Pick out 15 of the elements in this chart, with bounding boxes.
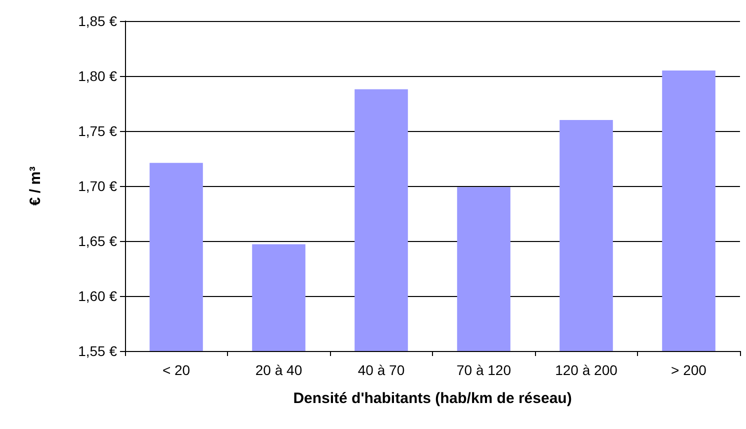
x-tick-label: 20 à 40 <box>255 362 302 378</box>
x-tick-label: 70 à 120 <box>456 362 512 378</box>
x-tick-label: > 200 <box>671 362 707 378</box>
y-tick-label: 1,85 € <box>78 13 118 29</box>
x-tick-label: 40 à 70 <box>358 362 405 378</box>
y-tick-label: 1,60 € <box>78 288 118 304</box>
y-tick-label: 1,70 € <box>78 178 118 194</box>
y-tick-label: 1,80 € <box>78 68 118 84</box>
x-tick-label: < 20 <box>162 362 190 378</box>
y-tick-label: 1,55 € <box>78 343 118 359</box>
x-tick-label: 120 à 200 <box>555 362 618 378</box>
y-tick-label: 1,75 € <box>78 123 118 139</box>
x-axis-title: Densité d'habitants (hab/km de réseau) <box>293 390 572 407</box>
y-axis-title: € / m³ <box>27 166 44 206</box>
y-tick-label: 1,65 € <box>78 233 118 249</box>
